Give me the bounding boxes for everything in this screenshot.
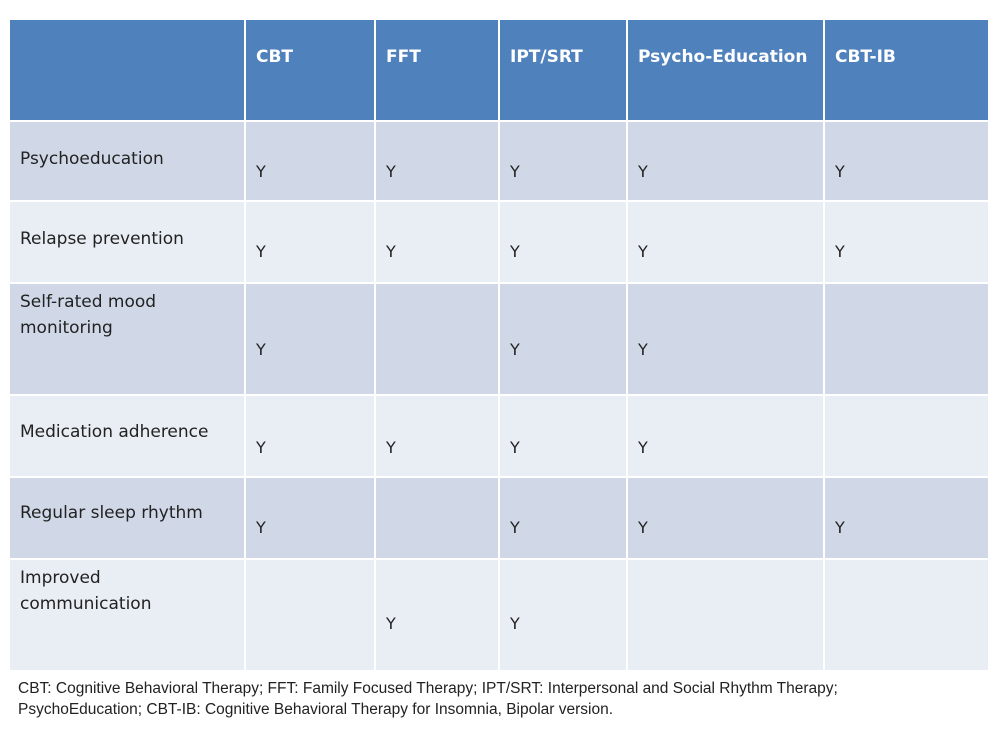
table-cell: Y xyxy=(628,122,823,200)
cell-value: Y xyxy=(638,438,648,457)
table-cell: Y xyxy=(500,122,626,200)
therapy-comparison-table: CBT FFT IPT/SRT Psycho-Education CBT-IB … xyxy=(10,20,988,670)
cell-value: Y xyxy=(256,438,266,457)
cell-value: Y xyxy=(638,242,648,261)
table-cell: Y xyxy=(500,202,626,282)
cell-value: Y xyxy=(510,614,520,633)
cell-value: Y xyxy=(256,242,266,261)
table-cell: Y xyxy=(246,284,374,394)
footnote: CBT: Cognitive Behavioral Therapy; FFT: … xyxy=(18,680,838,718)
table-cell: Y xyxy=(246,478,374,558)
row-label-medication-adherence: Medication adherence xyxy=(10,396,244,476)
table-cell: Y xyxy=(376,202,498,282)
table-cell xyxy=(376,478,498,558)
table-cell: Y xyxy=(500,478,626,558)
cell-value: Y xyxy=(638,340,648,359)
table-cell: Y xyxy=(825,478,988,558)
table-cell: Y xyxy=(376,560,498,670)
table-cell xyxy=(628,560,823,670)
table-cell: Y xyxy=(628,478,823,558)
cell-value: Y xyxy=(256,162,266,181)
table-cell: Y xyxy=(628,202,823,282)
cell-value: Y xyxy=(835,242,845,261)
cell-value: Y xyxy=(638,162,648,181)
table-cell xyxy=(246,560,374,670)
cell-value: Y xyxy=(386,438,396,457)
table-cell: Y xyxy=(628,284,823,394)
row-label-improved-communication: Improved communication xyxy=(10,560,244,670)
column-header-cbt: CBT xyxy=(246,20,374,120)
table-cell: Y xyxy=(376,396,498,476)
column-header-ipt-srt: IPT/SRT xyxy=(500,20,626,120)
row-label-relapse-prevention: Relapse prevention xyxy=(10,202,244,282)
column-header-fft: FFT xyxy=(376,20,498,120)
table-cell xyxy=(825,560,988,670)
table-cell: Y xyxy=(500,284,626,394)
table-cell: Y xyxy=(246,396,374,476)
cell-value: Y xyxy=(835,518,845,537)
cell-value: Y xyxy=(510,162,520,181)
row-label-self-rated-mood-monitoring: Self-rated mood monitoring xyxy=(10,284,244,394)
table-cell: Y xyxy=(376,122,498,200)
cell-value: Y xyxy=(510,242,520,261)
column-header-cbt-ib: CBT-IB xyxy=(825,20,988,120)
row-label-psychoeducation: Psychoeducation xyxy=(10,122,244,200)
cell-value: Y xyxy=(510,438,520,457)
table-cell: Y xyxy=(500,560,626,670)
table-cell: Y xyxy=(246,202,374,282)
table-cell: Y xyxy=(825,202,988,282)
header-corner-cell xyxy=(10,20,244,120)
row-label-regular-sleep-rhythm: Regular sleep rhythm xyxy=(10,478,244,558)
cell-value: Y xyxy=(386,242,396,261)
cell-value: Y xyxy=(510,340,520,359)
column-header-psycho-education: Psycho-Education xyxy=(628,20,823,120)
table-cell xyxy=(825,284,988,394)
cell-value: Y xyxy=(386,614,396,633)
table-cell: Y xyxy=(500,396,626,476)
cell-value: Y xyxy=(386,162,396,181)
cell-value: Y xyxy=(638,518,648,537)
table-cell: Y xyxy=(628,396,823,476)
cell-value: Y xyxy=(510,518,520,537)
cell-value: Y xyxy=(256,518,266,537)
cell-value: Y xyxy=(835,162,845,181)
table-cell: Y xyxy=(246,122,374,200)
cell-value: Y xyxy=(256,340,266,359)
table-cell: Y xyxy=(825,122,988,200)
table-cell xyxy=(825,396,988,476)
table-cell xyxy=(376,284,498,394)
